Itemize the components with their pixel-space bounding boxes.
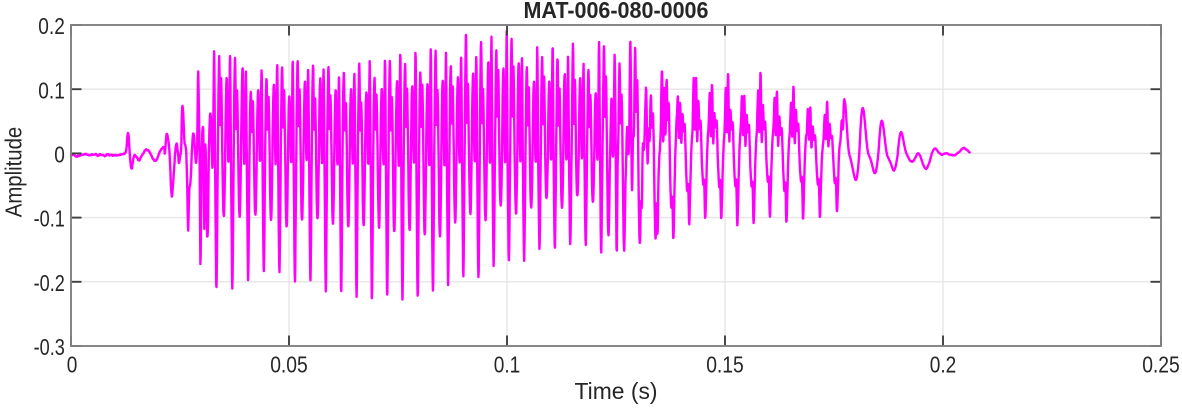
svg-text:-0.1: -0.1 (34, 206, 65, 232)
svg-text:MAT-006-080-0006: MAT-006-080-0006 (524, 0, 709, 23)
svg-text:0.25: 0.25 (1142, 352, 1180, 378)
svg-text:0.1: 0.1 (38, 77, 65, 103)
svg-text:-0.3: -0.3 (34, 334, 65, 360)
svg-text:Time (s): Time (s) (575, 378, 658, 404)
svg-text:0.05: 0.05 (270, 352, 308, 378)
svg-text:0.15: 0.15 (706, 352, 744, 378)
svg-text:0.2: 0.2 (38, 13, 65, 39)
svg-text:0: 0 (67, 352, 78, 378)
svg-text:0.1: 0.1 (494, 352, 521, 378)
svg-text:Amplitude: Amplitude (1, 127, 27, 218)
svg-text:0: 0 (54, 142, 65, 168)
svg-text:-0.2: -0.2 (34, 270, 65, 296)
svg-text:0.2: 0.2 (930, 352, 957, 378)
